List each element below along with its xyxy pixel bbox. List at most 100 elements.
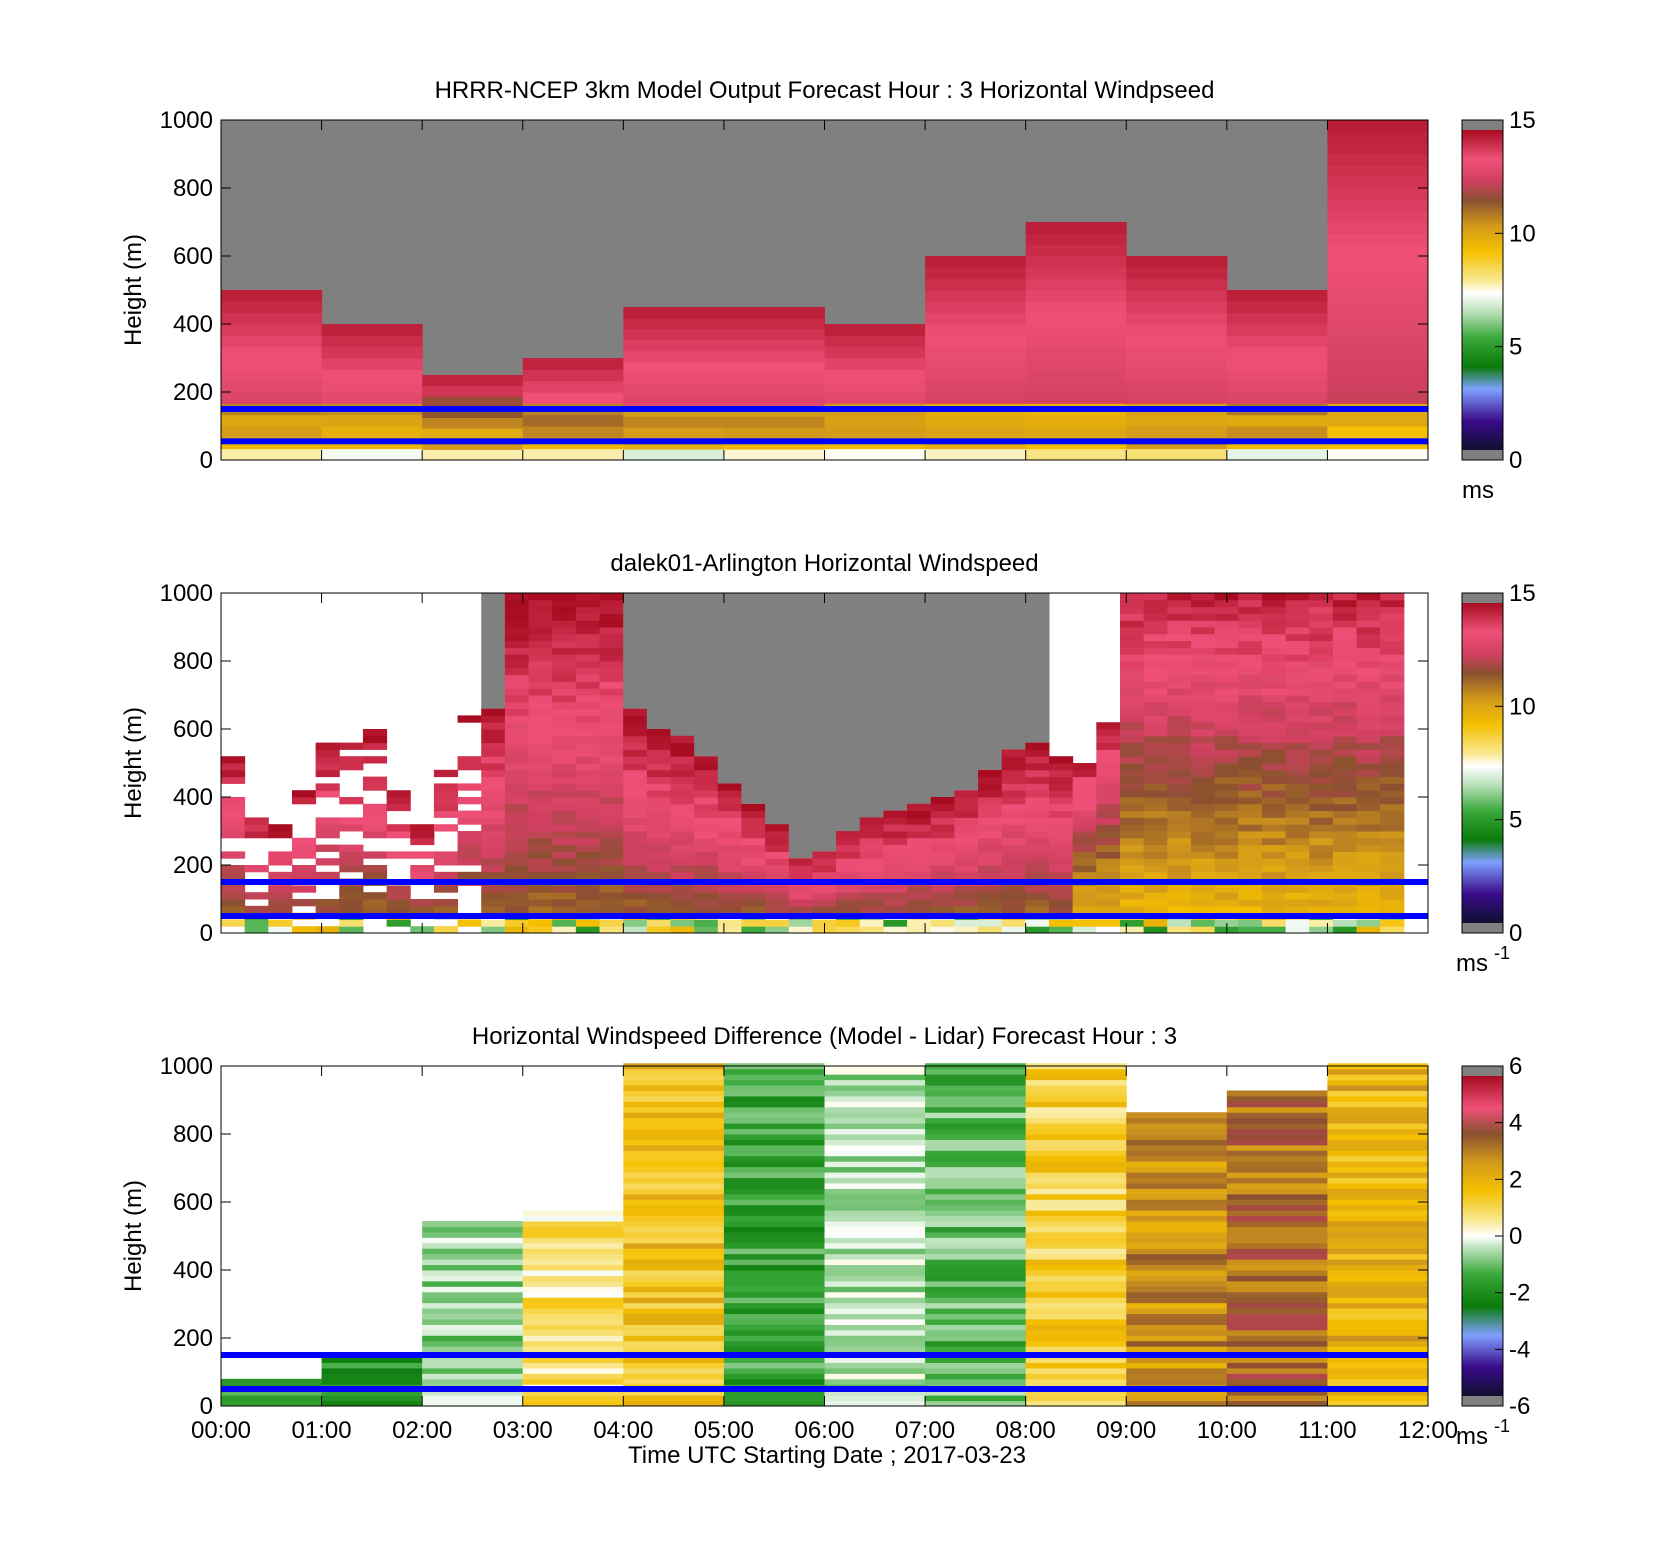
lidar-cell <box>883 810 908 818</box>
difference-cell <box>1327 1199 1429 1206</box>
difference-cell <box>925 1074 1027 1081</box>
difference-cell <box>1126 1302 1228 1309</box>
difference-cell <box>925 1395 1027 1402</box>
lidar-cell <box>1285 667 1310 676</box>
lidar-cell <box>1096 722 1121 730</box>
difference-cell <box>1327 1215 1429 1222</box>
lidar-cell <box>1238 851 1263 859</box>
lidar-cell <box>268 871 293 880</box>
lidar-cell <box>1001 899 1026 907</box>
lidar-cell <box>1356 871 1381 880</box>
lidar-cell <box>1261 756 1287 764</box>
difference-cell <box>925 1221 1027 1227</box>
y-tick-label: 800 <box>173 1121 213 1148</box>
lidar-cell <box>339 926 364 934</box>
difference-cell <box>1327 1280 1429 1287</box>
model-cell <box>623 416 725 428</box>
lidar-cell <box>930 905 955 914</box>
lidar-cell <box>1214 722 1239 730</box>
lidar-cell <box>1119 919 1145 927</box>
lidar-cell <box>1049 831 1074 839</box>
y-tick-label: 400 <box>173 784 213 811</box>
difference-cell <box>623 1101 725 1108</box>
lidar-cell <box>646 851 671 859</box>
lidar-cell <box>741 899 766 907</box>
lidar-cell <box>291 899 317 907</box>
panel-title: dalek01-Arlington Horizontal Windspeed <box>610 550 1038 577</box>
lidar-cell <box>1119 797 1145 805</box>
lidar-cell <box>646 865 671 873</box>
model-cell <box>1126 267 1228 280</box>
model-cell <box>1327 335 1429 348</box>
difference-cell <box>723 1275 825 1282</box>
lidar-cell <box>859 892 884 900</box>
lidar-cell <box>623 892 648 900</box>
lidar-cell <box>1285 654 1310 662</box>
difference-cell <box>1327 1324 1429 1331</box>
lidar-cell <box>1025 790 1050 798</box>
lidar-cell <box>1214 871 1239 880</box>
model-cell <box>1025 426 1127 438</box>
difference-cell <box>1226 1188 1328 1195</box>
difference-cell <box>1226 1280 1328 1287</box>
lidar-cell <box>599 803 624 812</box>
difference-cell <box>925 1090 1027 1097</box>
missing-region <box>788 593 813 859</box>
lidar-cell <box>1049 892 1074 900</box>
difference-cell <box>1327 1166 1429 1173</box>
lidar-cell <box>599 824 624 832</box>
difference-cell <box>824 1150 926 1157</box>
lidar-cell <box>1143 606 1168 614</box>
difference-cell <box>623 1242 725 1249</box>
lidar-cell <box>339 851 364 859</box>
lidar-cell <box>1356 722 1381 730</box>
lidar-cell <box>575 871 601 880</box>
lidar-cell <box>1238 701 1263 710</box>
lidar-cell <box>1190 885 1216 893</box>
lidar-cell <box>1356 661 1381 669</box>
lidar-cell <box>1356 790 1381 798</box>
lidar-cell <box>1356 865 1381 873</box>
difference-cell <box>723 1215 825 1222</box>
lidar-cell <box>1049 905 1074 914</box>
lidar-cell <box>1049 885 1074 893</box>
lidar-cell <box>1238 790 1263 798</box>
difference-cell <box>522 1237 624 1244</box>
difference-cell <box>1126 1231 1228 1238</box>
difference-cell <box>925 1275 1027 1282</box>
lidar-cell <box>1143 627 1168 635</box>
model-cell <box>1126 278 1228 291</box>
lidar-cell <box>433 885 459 893</box>
difference-cell <box>422 1286 524 1293</box>
lidar-cell <box>433 810 459 818</box>
lidar-cell <box>1285 831 1310 839</box>
model-cell <box>522 414 624 427</box>
lidar-cell <box>1119 722 1145 730</box>
lidar-cell <box>1049 797 1074 805</box>
lidar-cell <box>575 756 601 764</box>
difference-cell <box>925 1150 1027 1157</box>
lidar-cell <box>883 926 908 934</box>
lidar-cell <box>1167 722 1192 730</box>
lidar-cell <box>1261 749 1287 757</box>
lidar-cell <box>1309 790 1334 798</box>
lidar-cell <box>1025 763 1050 771</box>
lidar-cell <box>1356 837 1381 846</box>
lidar-cell <box>1309 654 1334 662</box>
lidar-cell <box>1143 919 1168 927</box>
lidar-cell <box>1238 674 1263 682</box>
lidar-cell <box>528 688 553 696</box>
lidar-cell <box>694 756 719 764</box>
difference-cell <box>1126 1275 1228 1282</box>
lidar-cell <box>552 695 577 703</box>
lidar-cell <box>575 899 601 907</box>
lidar-cell <box>1356 667 1381 676</box>
difference-cell <box>1025 1106 1127 1113</box>
model-cell <box>422 449 524 461</box>
lidar-cell <box>694 810 719 818</box>
difference-cell <box>422 1389 524 1396</box>
lidar-cell <box>1356 654 1381 662</box>
lidar-cell <box>1238 633 1263 642</box>
lidar-cell <box>221 851 246 859</box>
lidar-cell <box>504 769 530 778</box>
